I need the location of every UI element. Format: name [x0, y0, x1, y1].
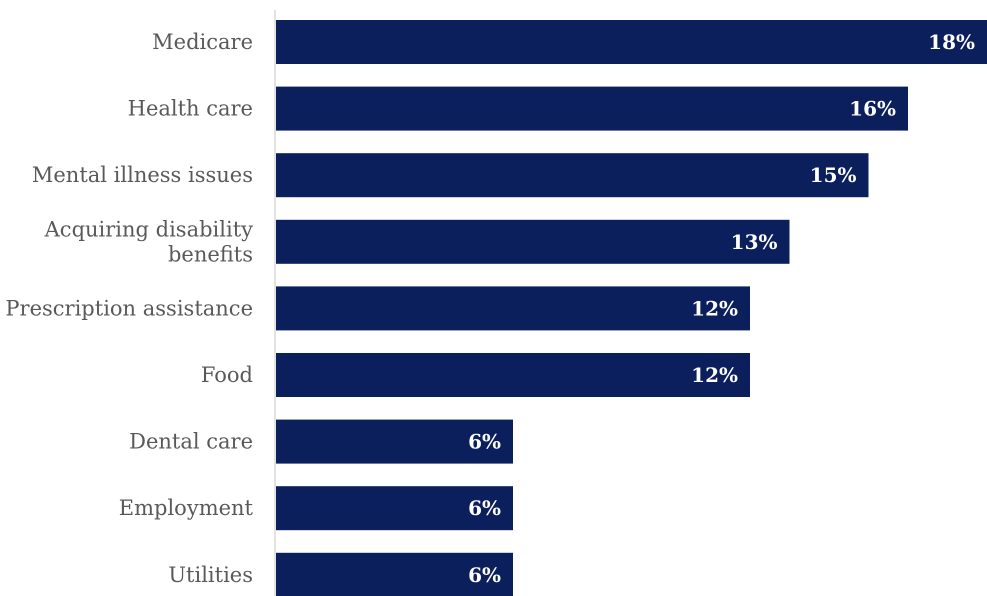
bar [276, 419, 513, 464]
data-label: 12% [691, 296, 738, 320]
bar [276, 286, 750, 331]
category-label: Utilities [168, 563, 253, 587]
category-label: benefits [168, 242, 253, 266]
data-label: 16% [849, 97, 896, 121]
category-label: Prescription assistance [5, 296, 253, 320]
bar [276, 353, 750, 397]
bar [276, 486, 513, 531]
category-label: Food [201, 363, 253, 387]
category-label: Health care [128, 97, 253, 121]
category-label: Medicare [152, 30, 253, 54]
data-label: 18% [928, 30, 975, 54]
bar [276, 86, 908, 131]
data-label: 6% [468, 496, 501, 520]
bar [276, 219, 790, 264]
value-labels-group: 18% 16% 15% 13% 12% 12% 6% 6% 6% [468, 30, 975, 587]
data-label: 6% [468, 430, 501, 454]
data-label: 12% [691, 363, 738, 387]
data-label: 13% [731, 230, 778, 254]
category-label: Acquiring disability [44, 217, 253, 241]
bar [276, 20, 987, 64]
data-label: 15% [810, 163, 857, 187]
bars-group [276, 20, 987, 596]
category-label: Mental illness issues [32, 163, 253, 187]
data-label: 6% [468, 563, 501, 587]
bar [276, 153, 869, 198]
category-labels-group: Medicare Health care Mental illness issues… [5, 30, 253, 587]
bar [276, 552, 513, 596]
category-label: Dental care [129, 430, 253, 454]
category-label: Employment [119, 496, 254, 520]
